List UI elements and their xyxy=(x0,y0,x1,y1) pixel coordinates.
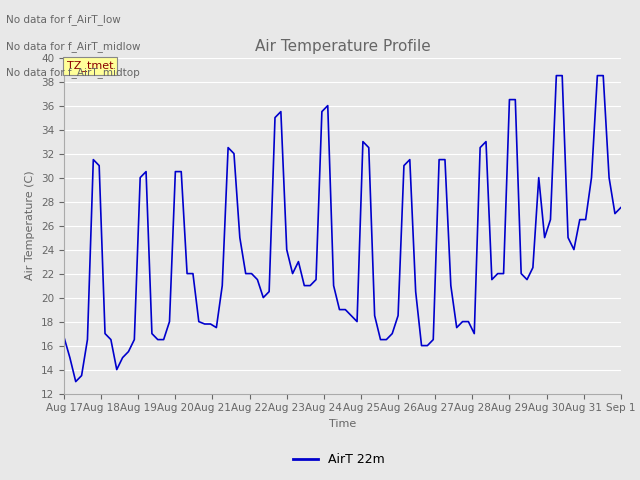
Text: No data for f_AirT_midlow: No data for f_AirT_midlow xyxy=(6,41,141,52)
Text: No data for f_AirT_midtop: No data for f_AirT_midtop xyxy=(6,67,140,78)
Title: Air Temperature Profile: Air Temperature Profile xyxy=(255,39,430,54)
Text: No data for f_AirT_low: No data for f_AirT_low xyxy=(6,14,121,25)
Legend: AirT 22m: AirT 22m xyxy=(289,448,390,471)
Y-axis label: Air Temperature (C): Air Temperature (C) xyxy=(26,171,35,280)
X-axis label: Time: Time xyxy=(329,419,356,429)
Text: TZ_tmet: TZ_tmet xyxy=(67,60,113,72)
